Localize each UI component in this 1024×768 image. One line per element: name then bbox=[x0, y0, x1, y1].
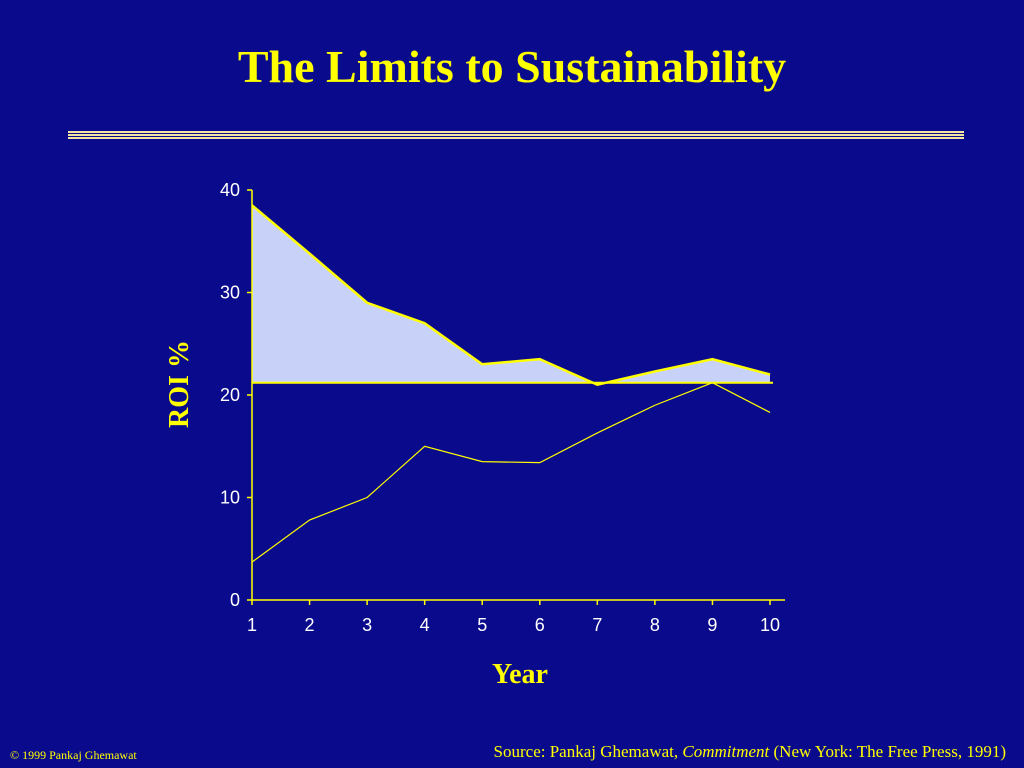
x-tick-label: 4 bbox=[420, 615, 430, 635]
x-tick-label: 1 bbox=[247, 615, 257, 635]
source-book-title: Commitment bbox=[682, 742, 770, 761]
source-prefix: Source: Pankaj Ghemawat, bbox=[493, 742, 683, 761]
x-tick-label: 8 bbox=[650, 615, 660, 635]
x-tick-label: 10 bbox=[760, 615, 780, 635]
x-tick-label: 3 bbox=[362, 615, 372, 635]
x-tick-label: 2 bbox=[305, 615, 315, 635]
x-axis-title: Year bbox=[492, 659, 548, 690]
series-line-1 bbox=[251, 204, 771, 387]
y-tick-label: 0 bbox=[230, 590, 240, 610]
shaded-area bbox=[252, 205, 770, 385]
y-tick-label: 20 bbox=[220, 385, 240, 405]
y-tick-label: 30 bbox=[220, 283, 240, 303]
source-citation: Source: Pankaj Ghemawat, Commitment (New… bbox=[494, 742, 1006, 762]
y-tick-label: 10 bbox=[220, 488, 240, 508]
title-rule bbox=[68, 131, 964, 139]
slide-title: The Limits to Sustainability bbox=[237, 41, 787, 92]
x-tick-label: 7 bbox=[592, 615, 602, 635]
x-tick-label: 5 bbox=[477, 615, 487, 635]
source-suffix: (New York: The Free Press, 1991) bbox=[769, 742, 1006, 761]
y-axis-title: ROI % bbox=[164, 340, 195, 428]
copyright-text: © 1999 Pankaj Ghemawat bbox=[10, 748, 137, 762]
series-line-3 bbox=[251, 382, 771, 563]
y-tick-label: 40 bbox=[220, 180, 240, 200]
x-tick-label: 6 bbox=[535, 615, 545, 635]
x-tick-label: 9 bbox=[707, 615, 717, 635]
